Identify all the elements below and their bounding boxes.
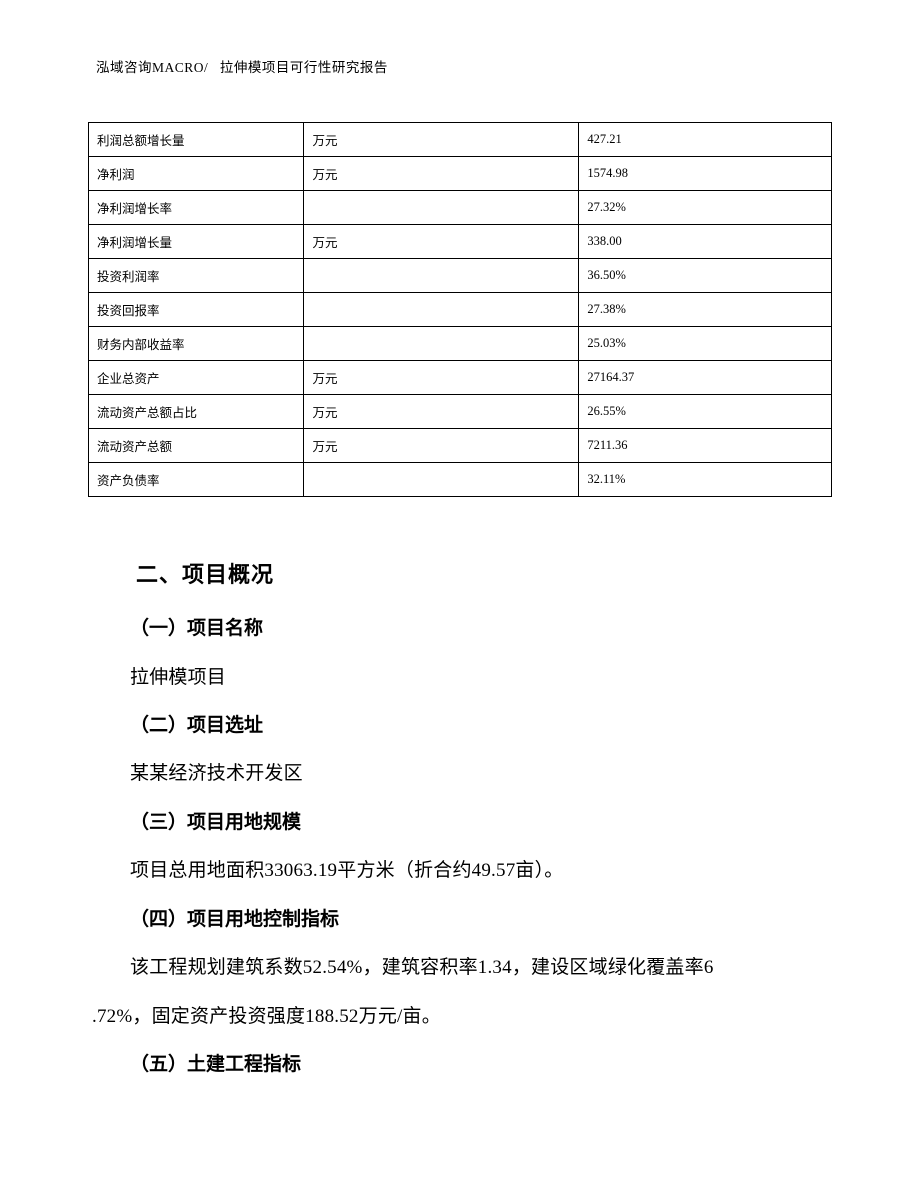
cell-value: 338.00 xyxy=(579,225,832,259)
cell-label: 净利润增长量 xyxy=(89,225,304,259)
cell-unit: 万元 xyxy=(304,429,579,463)
table-row: 净利润增长率 27.32% xyxy=(89,191,832,225)
table-row: 投资回报率 27.38% xyxy=(89,293,832,327)
cell-value: 36.50% xyxy=(579,259,832,293)
cell-unit xyxy=(304,327,579,361)
table-row: 资产负债率 32.11% xyxy=(89,463,832,497)
body-paragraph: 该工程规划建筑系数52.54%，建筑容积率1.34，建设区域绿化覆盖率6 xyxy=(92,944,828,992)
table-row: 净利润 万元 1574.98 xyxy=(89,157,832,191)
table-row: 财务内部收益率 25.03% xyxy=(89,327,832,361)
cell-value: 27.32% xyxy=(579,191,832,225)
cell-value: 427.21 xyxy=(579,123,832,157)
cell-label: 净利润 xyxy=(89,157,304,191)
header-left: 泓域咨询MACRO/ xyxy=(96,60,208,75)
body-paragraph: .72%，固定资产投资强度188.52万元/亩。 xyxy=(92,993,828,1041)
table-row: 净利润增长量 万元 338.00 xyxy=(89,225,832,259)
financial-indicators-table: 利润总额增长量 万元 427.21 净利润 万元 1574.98 净利润增长率 … xyxy=(88,122,832,497)
cell-value: 32.11% xyxy=(579,463,832,497)
table-row: 流动资产总额占比 万元 26.55% xyxy=(89,395,832,429)
cell-label: 投资利润率 xyxy=(89,259,304,293)
subsection-heading: （四）项目用地控制指标 xyxy=(92,896,828,944)
subsection-heading: （一）项目名称 xyxy=(92,605,828,653)
cell-unit xyxy=(304,293,579,327)
cell-unit: 万元 xyxy=(304,395,579,429)
cell-unit: 万元 xyxy=(304,225,579,259)
cell-label: 流动资产总额占比 xyxy=(89,395,304,429)
cell-label: 企业总资产 xyxy=(89,361,304,395)
body-paragraph: 项目总用地面积33063.19平方米（折合约49.57亩）。 xyxy=(92,847,828,895)
document-page: 泓域咨询MACRO/ 拉伸模项目可行性研究报告 利润总额增长量 万元 427.2… xyxy=(0,0,920,1129)
cell-label: 投资回报率 xyxy=(89,293,304,327)
section-title: 二、项目概况 xyxy=(92,547,828,603)
table-row: 企业总资产 万元 27164.37 xyxy=(89,361,832,395)
subsection-heading: （二）项目选址 xyxy=(92,702,828,750)
page-header: 泓域咨询MACRO/ 拉伸模项目可行性研究报告 xyxy=(88,56,832,76)
cell-value: 25.03% xyxy=(579,327,832,361)
cell-value: 1574.98 xyxy=(579,157,832,191)
cell-label: 资产负债率 xyxy=(89,463,304,497)
cell-unit xyxy=(304,463,579,497)
cell-unit xyxy=(304,259,579,293)
cell-label: 净利润增长率 xyxy=(89,191,304,225)
body-paragraph: 拉伸模项目 xyxy=(92,654,828,702)
cell-value: 7211.36 xyxy=(579,429,832,463)
cell-value: 26.55% xyxy=(579,395,832,429)
cell-unit: 万元 xyxy=(304,361,579,395)
body-paragraph: 某某经济技术开发区 xyxy=(92,750,828,798)
subsection-heading: （五）土建工程指标 xyxy=(92,1041,828,1089)
table-row: 利润总额增长量 万元 427.21 xyxy=(89,123,832,157)
subsection-heading: （三）项目用地规模 xyxy=(92,799,828,847)
cell-label: 利润总额增长量 xyxy=(89,123,304,157)
header-right: 拉伸模项目可行性研究报告 xyxy=(220,60,388,75)
table-row: 流动资产总额 万元 7211.36 xyxy=(89,429,832,463)
cell-unit xyxy=(304,191,579,225)
cell-value: 27.38% xyxy=(579,293,832,327)
document-body: 二、项目概况 （一）项目名称 拉伸模项目 （二）项目选址 某某经济技术开发区 （… xyxy=(88,547,832,1089)
cell-label: 财务内部收益率 xyxy=(89,327,304,361)
table-row: 投资利润率 36.50% xyxy=(89,259,832,293)
cell-unit: 万元 xyxy=(304,157,579,191)
cell-value: 27164.37 xyxy=(579,361,832,395)
cell-label: 流动资产总额 xyxy=(89,429,304,463)
cell-unit: 万元 xyxy=(304,123,579,157)
